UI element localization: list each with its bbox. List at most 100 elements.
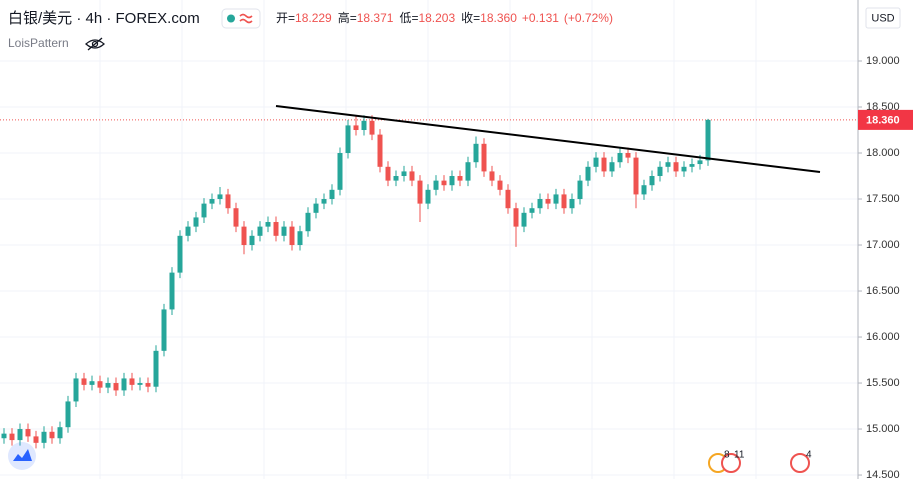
candle-body [161, 309, 167, 351]
candle-body [137, 383, 143, 385]
status-badge[interactable] [221, 8, 261, 29]
y-tick-label: 14.500 [866, 469, 900, 479]
candle-body [705, 119, 711, 161]
candle-body [337, 153, 343, 190]
candle-body [233, 208, 239, 227]
candle-body [521, 212, 527, 227]
candle-body [425, 189, 431, 204]
candle-body [145, 383, 151, 387]
ohlc-label: 高= [338, 10, 357, 25]
event-count: 11 [734, 450, 745, 461]
candle-body [385, 166, 391, 181]
candle-body [417, 180, 423, 204]
y-tick-label: 17.500 [866, 193, 900, 205]
candle-body [289, 226, 295, 246]
ohlc-value: 18.360 [480, 11, 517, 25]
candle-body [17, 429, 23, 441]
y-tick-label: 16.000 [866, 331, 900, 343]
candle-body [209, 199, 215, 204]
trend-line [275, 105, 821, 173]
change: +0.131 [522, 11, 559, 25]
candle-body [441, 180, 447, 186]
candle-body [577, 180, 583, 200]
candle-body [665, 162, 671, 167]
ohlc-value: 18.371 [357, 11, 394, 25]
candle-body [689, 164, 695, 167]
candle-body [257, 226, 263, 236]
candle-body [41, 431, 47, 443]
event-count: 8 [724, 450, 730, 461]
candle-body [545, 199, 551, 204]
candle-body [105, 383, 111, 388]
grid [0, 60, 858, 476]
candle-body [401, 171, 407, 177]
candle-body [633, 157, 639, 195]
candle-body [481, 143, 487, 172]
candle-body [225, 194, 231, 209]
candle-body [313, 203, 319, 213]
y-tick-label: 15.500 [866, 377, 900, 389]
candle-body [569, 199, 575, 209]
candle-body [369, 120, 375, 135]
candle-body [497, 180, 503, 190]
last-price-box [858, 109, 913, 130]
price-axis-panel [858, 0, 913, 479]
candle-body [641, 185, 647, 195]
candle-body [49, 431, 55, 439]
ohlc-label: 低= [399, 11, 418, 25]
candle-body [681, 166, 687, 172]
candle-body [25, 429, 31, 437]
ohlc-value: 18.229 [295, 11, 332, 25]
candle-body [249, 235, 255, 246]
y-tick-label: 19.000 [866, 55, 900, 67]
candle-body [217, 194, 223, 200]
logo[interactable] [13, 449, 32, 461]
candle-body [473, 143, 479, 163]
candle-body [193, 217, 199, 227]
currency-box[interactable] [865, 7, 901, 29]
candle-body [465, 162, 471, 181]
candle-body [657, 166, 663, 177]
candle-body [649, 176, 655, 186]
logo-halo [8, 442, 36, 470]
y-tick-label: 16.500 [866, 285, 900, 297]
indicator-name: LoisPattern [8, 36, 69, 50]
ohlc-value: 18.203 [418, 11, 455, 25]
candle-body [593, 157, 599, 167]
candle-body [305, 212, 311, 232]
candle-body [153, 350, 159, 387]
y-tick-label: 15.000 [866, 423, 900, 435]
candle-body [281, 226, 287, 236]
ohlc-label: 开= [276, 11, 295, 25]
market-open-dot [227, 14, 235, 23]
vertical-grid [99, 0, 757, 479]
candle-body [185, 226, 191, 236]
candle-body [121, 378, 127, 391]
event-icons[interactable] [708, 453, 810, 473]
delay-icon [239, 13, 253, 24]
candle-body [433, 180, 439, 190]
candle-body [489, 171, 495, 181]
candle-body [241, 226, 247, 246]
candle-body [553, 194, 559, 204]
candle-body [177, 235, 183, 273]
candle-body [1, 433, 7, 439]
candle-body [449, 176, 455, 186]
candle-body [81, 378, 87, 385]
candle-body [97, 381, 103, 388]
candle-body [89, 381, 95, 385]
candle-body [57, 427, 63, 439]
candle-body [505, 189, 511, 209]
candle-body [673, 162, 679, 172]
y-tick-label: 17.000 [866, 239, 900, 251]
candle-body [297, 231, 303, 246]
candle-body [65, 401, 71, 428]
candle-body [361, 120, 367, 131]
candle-body [169, 272, 175, 310]
candle-body [513, 208, 519, 227]
candle-body [585, 166, 591, 181]
candle-body [537, 199, 543, 209]
visibility-icon[interactable] [85, 37, 105, 51]
